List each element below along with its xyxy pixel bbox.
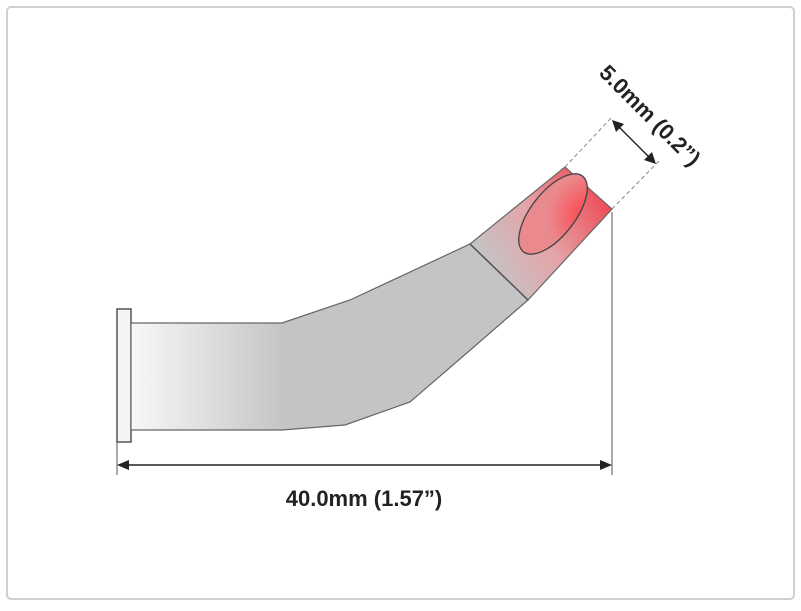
width-arrow-head-a	[612, 120, 624, 132]
width-dimension-line	[615, 123, 653, 161]
width-extension-line-a	[564, 116, 613, 168]
bevel-face	[518, 173, 588, 255]
length-arrow-head-right	[600, 460, 612, 470]
length-dimension-label: 40.0mm (1.57”)	[286, 486, 443, 511]
tip-shaft	[130, 243, 529, 431]
taper-seam	[469, 243, 529, 301]
length-arrow-head-left	[117, 460, 129, 470]
width-extension-line-b	[611, 159, 661, 210]
tip-flange	[116, 308, 132, 443]
width-arrow-head-b	[644, 152, 656, 164]
